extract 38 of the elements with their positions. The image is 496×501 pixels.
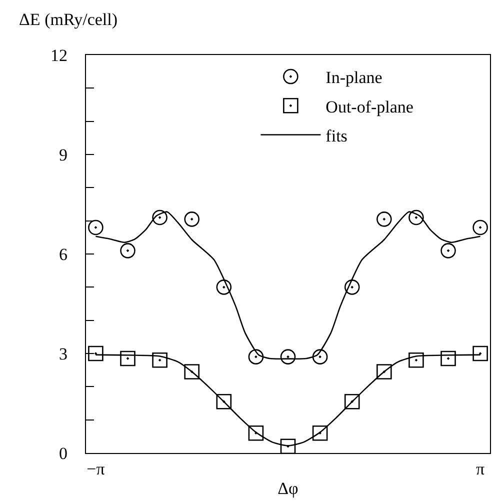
point xyxy=(344,394,360,410)
x-tick-label: π xyxy=(476,460,486,479)
point xyxy=(312,425,328,441)
point xyxy=(120,243,136,258)
point xyxy=(472,220,488,236)
y-axis-title: ΔE (mRy/cell) xyxy=(19,10,118,29)
point xyxy=(376,212,392,227)
point xyxy=(184,212,200,227)
y-tick-label: 9 xyxy=(58,145,68,164)
point xyxy=(248,349,264,364)
x-tick-label: −π xyxy=(86,460,106,479)
point xyxy=(280,438,296,454)
point xyxy=(280,349,296,364)
point xyxy=(120,350,136,366)
point xyxy=(248,425,264,441)
point xyxy=(216,394,232,410)
point xyxy=(88,220,104,236)
point xyxy=(152,352,168,368)
legend-label: Out-of-plane xyxy=(326,97,414,116)
point xyxy=(184,364,200,380)
point xyxy=(216,280,232,295)
y-tick-label: 3 xyxy=(58,344,68,364)
point xyxy=(152,210,168,226)
y-tick-label: 6 xyxy=(58,244,68,264)
point xyxy=(376,364,392,380)
point xyxy=(440,243,456,258)
y-tick-label: 0 xyxy=(58,444,68,463)
point xyxy=(440,350,456,366)
x-axis-title: Δφ xyxy=(278,478,299,498)
point xyxy=(88,346,104,362)
point xyxy=(344,280,360,295)
y-tick-label: 12 xyxy=(50,46,68,65)
legend-label: fits xyxy=(326,126,348,146)
point xyxy=(408,210,424,226)
legend-label: In-plane xyxy=(326,68,382,88)
point xyxy=(472,346,488,362)
point xyxy=(408,352,424,368)
point xyxy=(312,349,328,364)
